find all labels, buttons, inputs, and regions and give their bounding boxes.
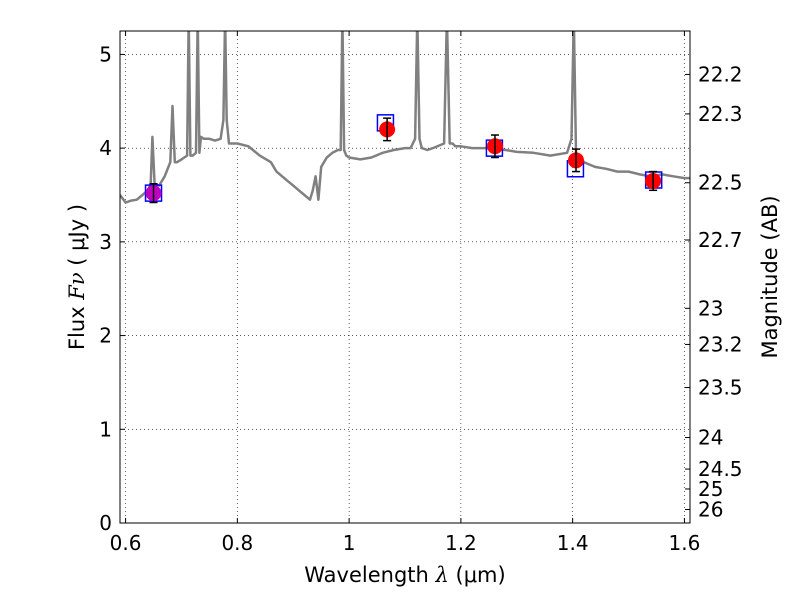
x-tick-label: 0.8 bbox=[221, 531, 253, 555]
y-tick-label: 3 bbox=[99, 230, 112, 254]
y-axis-label: Flux Fν ( μJy ) bbox=[65, 204, 89, 350]
plot-frame bbox=[119, 30, 691, 524]
y2-tick-label: 22.5 bbox=[698, 171, 743, 195]
y2-tick-label: 25 bbox=[698, 477, 723, 501]
x-axis-label: Wavelength λ (μm) bbox=[304, 563, 505, 587]
y2-axis-label: Magnitude (AB) bbox=[758, 195, 782, 358]
plot-background bbox=[120, 31, 690, 523]
y2-tick-label: 22.2 bbox=[698, 62, 743, 86]
y2-tick-label: 22.7 bbox=[698, 228, 743, 252]
y-tick-label: 2 bbox=[99, 324, 112, 348]
model-spectrum bbox=[120, 31, 690, 204]
y-tick-label: 0 bbox=[99, 511, 112, 535]
spectrum-line bbox=[120, 31, 690, 204]
axis-ticks: 0.6 0.8 1 1.2 1.4 1.601234522.222.322.522.723… bbox=[99, 31, 743, 555]
x-tick-label: 1.4 bbox=[557, 531, 589, 555]
observed-photometry bbox=[145, 117, 662, 204]
y-tick-label: 5 bbox=[99, 42, 112, 66]
y2-tick-label: 23.5 bbox=[698, 376, 743, 400]
y2-tick-label: 24.5 bbox=[698, 457, 743, 481]
y2-tick-label: 24 bbox=[698, 426, 723, 450]
x-tick-label: 1.2 bbox=[445, 531, 477, 555]
y2-tick-label: 23 bbox=[698, 296, 723, 320]
y-tick-label: 4 bbox=[99, 136, 112, 160]
y2-tick-label: 26 bbox=[698, 497, 723, 521]
x-tick-label: 1.6 bbox=[669, 531, 701, 555]
y2-tick-label: 22.3 bbox=[698, 102, 743, 126]
y-tick-label: 1 bbox=[99, 417, 112, 441]
x-tick-label: 0.6 bbox=[110, 531, 142, 555]
x-tick-label: 1 bbox=[343, 531, 356, 555]
y2-tick-label: 23.2 bbox=[698, 332, 743, 356]
